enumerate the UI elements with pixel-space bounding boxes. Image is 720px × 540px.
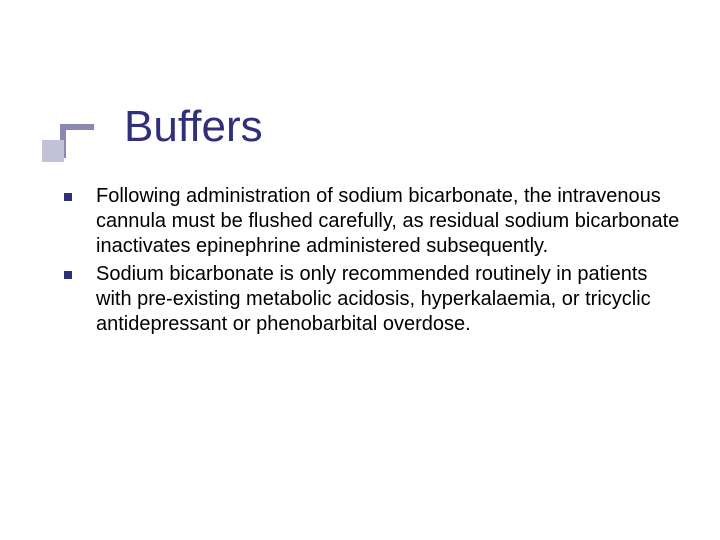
slide-title: Buffers (124, 102, 263, 152)
bullet-marker-icon (64, 271, 72, 279)
decoration-square (42, 140, 64, 162)
bullet-marker-icon (64, 193, 72, 201)
bullet-item: Following administration of sodium bicar… (64, 184, 680, 260)
bullet-text: Following administration of sodium bicar… (96, 184, 680, 260)
bullet-text: Sodium bicarbonate is only recommended r… (96, 262, 680, 338)
title-decoration (42, 124, 94, 160)
slide-content: Following administration of sodium bicar… (64, 184, 680, 339)
bullet-item: Sodium bicarbonate is only recommended r… (64, 262, 680, 338)
